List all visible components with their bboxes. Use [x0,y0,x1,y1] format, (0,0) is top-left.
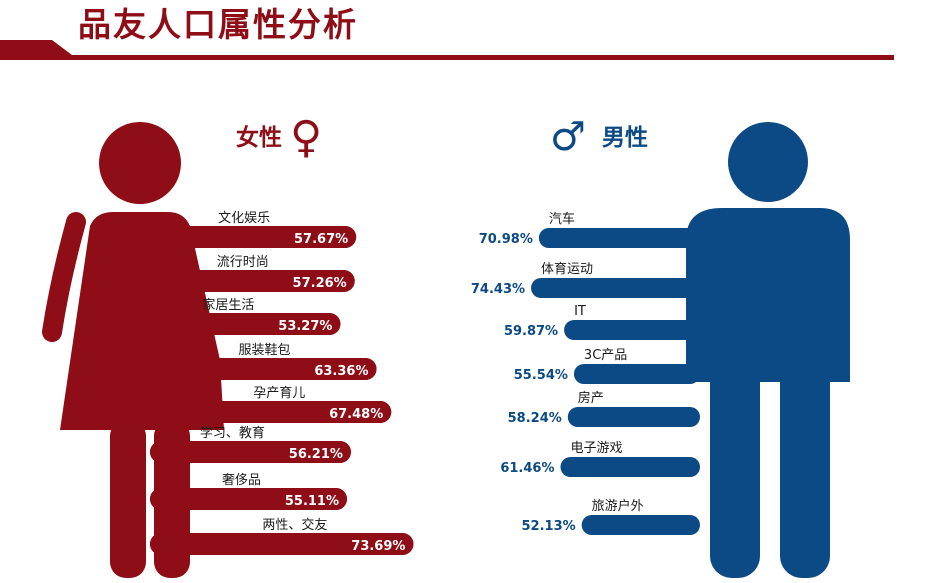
male-bar [564,320,700,340]
male-legend: ♂ 男性 [550,114,648,160]
male-category-label: 房产 [578,390,604,406]
male-right-leg [780,360,830,578]
female-left-leg [110,420,146,578]
female-legend: 女性 ♀ [236,112,322,163]
male-category-label: 3C产品 [584,348,627,363]
undefined [150,358,377,380]
female-data-label: 63.36% [314,364,368,379]
male-category-label: 旅游户外 [592,498,644,514]
male-data-label: 61.46% [500,461,554,476]
male-torso [686,208,850,382]
female-category-label: 奢侈品 [222,473,261,488]
male-head [728,122,808,202]
female-symbol-icon: ♀ [290,112,322,163]
female-data-label: 55.11% [285,494,339,509]
male-bar [567,407,700,427]
undefined [150,401,392,423]
female-legend-label: 女性 [236,124,282,151]
female-category-label: 两性、交友 [262,517,327,533]
female-data-label: 73.69% [351,539,405,554]
page-title: 品友人口属性分析 [78,5,358,44]
female-data-label: 56.21% [289,447,343,462]
male-data-label: 52.13% [522,519,576,534]
female-category-label: 文化娱乐 [218,211,270,226]
female-data-label: 57.26% [293,276,347,291]
male-category-label: 体育运动 [541,261,593,277]
bars-layer: 57.67% 文化娱乐 57.26% 流行时尚 53.27% 家居生活 63.36% 服装鞋包… [150,211,700,555]
male-left-leg [710,360,760,578]
female-category-label: 流行时尚 [217,255,269,270]
male-bar [538,228,700,248]
male-legend-label: 男性 [602,125,648,151]
female-category-label: 孕产育儿 [253,385,305,401]
male-data-label: 55.54% [514,368,568,383]
male-data-label: 74.43% [471,282,525,297]
female-category-label: 家居生活 [202,297,254,313]
undefined [150,313,341,335]
female-category-label: 服装鞋包 [238,342,290,358]
male-category-label: IT [574,304,586,319]
undefined [150,533,414,555]
male-bar [573,364,700,384]
undefined [150,270,355,292]
female-category-label: 学习、教育 [200,425,265,441]
male-figure [686,122,850,578]
male-symbol-icon: ♂ [550,114,586,160]
male-bar [531,278,700,298]
female-left-arm [42,212,86,342]
male-category-label: 电子游戏 [570,441,622,456]
female-head [99,122,181,204]
title-underline [0,40,894,60]
female-data-label: 57.67% [294,232,348,247]
male-bar [581,515,700,535]
male-data-label: 70.98% [479,232,533,247]
female-data-label: 67.48% [329,407,383,422]
undefined [150,226,357,248]
undefined [150,441,351,463]
male-data-label: 59.87% [504,324,558,339]
female-data-label: 53.27% [278,319,332,334]
undefined [150,488,348,510]
male-data-label: 58.24% [508,411,562,426]
male-bar [560,457,700,477]
male-category-label: 汽车 [549,211,575,227]
